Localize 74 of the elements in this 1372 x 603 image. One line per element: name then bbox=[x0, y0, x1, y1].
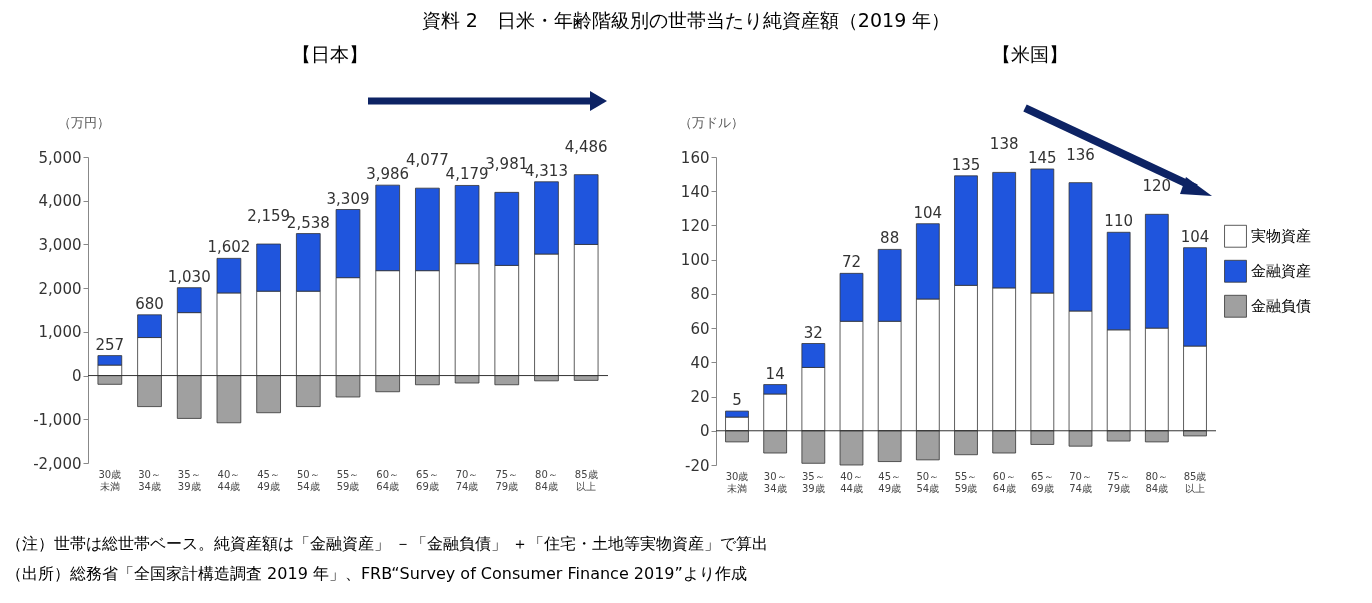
total-label: 88 bbox=[880, 229, 900, 248]
total-label: 257 bbox=[95, 335, 125, 354]
x-tick-label: 35～39歳 bbox=[801, 470, 825, 494]
chart-subtitle: 【日本】 bbox=[291, 42, 369, 67]
y-tick-label: -2,000 bbox=[33, 454, 82, 473]
x-tick-label: 30～34歳 bbox=[763, 470, 787, 494]
y-tick-label: 1,000 bbox=[38, 323, 82, 342]
x-tick-label: 30歳未満 bbox=[98, 468, 122, 492]
x-tick-label: 55～59歳 bbox=[954, 470, 978, 494]
legend-label: 実物資産 bbox=[1251, 227, 1311, 246]
y-tick-label: 80 bbox=[690, 285, 710, 304]
x-tick-label: 55～59歳 bbox=[336, 468, 360, 492]
x-tick-label: 75～79歳 bbox=[495, 468, 519, 492]
total-label: 110 bbox=[1104, 212, 1133, 231]
y-tick-label: 40 bbox=[690, 353, 710, 372]
total-label: 72 bbox=[841, 253, 862, 272]
total-label: 120 bbox=[1142, 177, 1172, 196]
y-axis-title: （万円） bbox=[57, 114, 110, 130]
y-tick-label: 160 bbox=[680, 148, 710, 167]
x-tick-label: 35～39歳 bbox=[177, 468, 201, 492]
x-tick-label: 40～44歳 bbox=[217, 468, 241, 492]
x-tick-label: 85歳以上 bbox=[1183, 470, 1207, 494]
y-tick-label: 2,000 bbox=[38, 279, 82, 298]
y-tick-label: 0 bbox=[71, 367, 82, 386]
total-label: 32 bbox=[803, 323, 823, 342]
total-label: 1,030 bbox=[167, 267, 211, 286]
total-label: 1,602 bbox=[207, 238, 251, 257]
x-tick-label: 65～69歳 bbox=[416, 468, 439, 492]
total-label: 135 bbox=[951, 155, 981, 174]
y-tick-label: 100 bbox=[680, 251, 710, 270]
total-label: 4,486 bbox=[564, 137, 608, 156]
x-tick-label: 85歳以上 bbox=[574, 468, 598, 492]
x-tick-label: 60～64歳 bbox=[992, 470, 1016, 494]
total-label: 5 bbox=[732, 391, 742, 410]
y-axis-title: （万ドル） bbox=[679, 114, 744, 130]
x-tick-label: 70～74歳 bbox=[455, 468, 479, 492]
x-tick-label: 60～64歳 bbox=[376, 468, 400, 492]
y-tick-label: 5,000 bbox=[38, 148, 82, 167]
total-label: 104 bbox=[913, 203, 943, 222]
x-tick-label: 50～54歳 bbox=[296, 468, 320, 492]
x-tick-label: 75～79歳 bbox=[1107, 470, 1131, 494]
legend-label: 金融負債 bbox=[1251, 297, 1311, 316]
y-tick-label: 20 bbox=[690, 388, 710, 407]
chart-title: 【米国】 bbox=[991, 42, 1069, 67]
x-tick-label: 40～44歳 bbox=[840, 470, 863, 494]
x-tick-label: 65～69歳 bbox=[1030, 470, 1054, 494]
y-tick-label: -1,000 bbox=[33, 410, 82, 429]
text: （注）世帯は総世帯ベース。純資産額は「金融資産」 －「金融負債」 ＋「住宅・土地等実物資産」で算出 bbox=[6, 534, 769, 555]
text: 資料 2 日米・年齢階級別の世帯当たり純資産額（2019 年） bbox=[420, 8, 952, 33]
total-label: 138 bbox=[989, 135, 1019, 154]
total-label: 145 bbox=[1028, 148, 1057, 167]
x-tick-label: 80～84歳 bbox=[535, 468, 558, 492]
x-tick-label: 30～34歳 bbox=[138, 468, 161, 492]
y-tick-label: -20 bbox=[685, 456, 710, 475]
x-tick-label: 45～49歳 bbox=[257, 468, 280, 492]
total-label: 4,313 bbox=[525, 161, 568, 180]
y-tick-label: 4,000 bbox=[38, 192, 82, 211]
total-label: 680 bbox=[135, 294, 164, 313]
x-tick-label: 30歳未満 bbox=[725, 470, 749, 494]
total-label: 136 bbox=[1066, 145, 1095, 164]
y-tick-label: 140 bbox=[680, 182, 710, 201]
y-tick-label: 3,000 bbox=[38, 235, 82, 254]
y-tick-label: 0 bbox=[699, 422, 710, 441]
x-tick-label: 70～74歳 bbox=[1069, 470, 1092, 494]
x-tick-label: 80～84歳 bbox=[1145, 470, 1169, 494]
x-tick-label: 45～49歳 bbox=[878, 470, 902, 494]
total-label: 104 bbox=[1180, 227, 1210, 246]
y-tick-label: 60 bbox=[690, 319, 710, 338]
x-tick-label: 50～54歳 bbox=[916, 470, 940, 494]
legend-label: 金融資産 bbox=[1251, 262, 1311, 281]
y-tick-label: 120 bbox=[680, 216, 710, 235]
total-label: 14 bbox=[765, 364, 785, 383]
total-label: 3,309 bbox=[326, 189, 370, 208]
text: （出所）総務省「全国家計構造調査 2019 年」、FRB“Survey of Consumer Finance 2019”より作成 bbox=[6, 564, 748, 585]
